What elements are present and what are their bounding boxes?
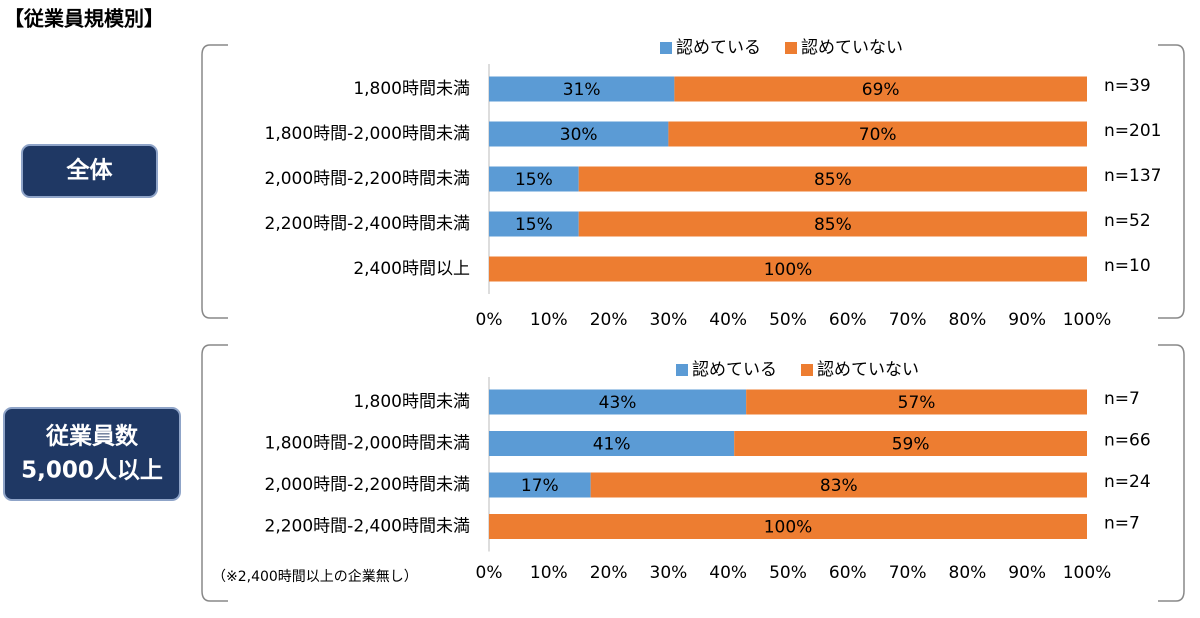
group-label: 従業員数 [45, 423, 139, 450]
bar-segment [734, 431, 1087, 456]
x-tick-label: 100% [1063, 563, 1112, 583]
bracket [201, 44, 228, 319]
category-label: 1,800時間未満 [353, 392, 470, 412]
bar-segment [668, 121, 1087, 147]
bar-segment [489, 256, 1087, 282]
category-label: 2,000時間-2,200時間未満 [265, 475, 470, 495]
bar-segment [489, 166, 579, 192]
group-label: 全体 [66, 157, 114, 184]
value-label: 15% [515, 170, 553, 190]
x-tick-label: 50% [769, 310, 807, 330]
bar-segment [578, 211, 1087, 237]
value-label: 100% [764, 260, 813, 280]
x-tick-label: 0% [476, 310, 503, 330]
x-tick-label: 100% [1063, 310, 1112, 330]
x-tick-label: 50% [769, 563, 807, 583]
x-tick-label: 20% [590, 563, 628, 583]
group-box [3, 407, 181, 501]
value-label: 57% [898, 393, 936, 413]
category-label: 2,200時間-2,400時間未満 [265, 517, 470, 537]
n-label: n=24 [1104, 472, 1151, 492]
group-label: 5,000人以上 [21, 458, 163, 484]
bar-segment [590, 472, 1087, 498]
value-label: 31% [563, 80, 601, 100]
n-label: n=10 [1104, 256, 1151, 276]
category-label: 2,400時間以上 [353, 259, 470, 279]
x-tick-label: 60% [829, 563, 867, 583]
n-label: n=52 [1104, 211, 1151, 231]
value-label: 15% [515, 215, 553, 235]
legend-label: 認めていない [817, 360, 919, 380]
x-tick-label: 70% [889, 310, 927, 330]
legend-swatch [660, 42, 672, 54]
x-tick-label: 30% [650, 310, 688, 330]
x-tick-label: 90% [1008, 563, 1046, 583]
bar-segment [489, 76, 675, 102]
x-tick-label: 10% [530, 563, 568, 583]
x-tick-label: 40% [709, 310, 747, 330]
legend-label: 認めていない [801, 38, 903, 58]
value-label: 30% [560, 125, 598, 145]
note: （※2,400時間以上の企業無し） [212, 568, 418, 585]
legend-swatch [785, 42, 797, 54]
legend-swatch [676, 364, 688, 376]
category-label: 2,200時間-2,400時間未満 [265, 214, 470, 234]
n-label: n=201 [1104, 121, 1161, 141]
bracket [1158, 44, 1185, 319]
bar-segment [489, 121, 669, 147]
bracket [1158, 344, 1185, 602]
category-label: 1,800時間未満 [353, 79, 470, 99]
value-label: 69% [862, 80, 900, 100]
value-label: 85% [814, 215, 852, 235]
value-label: 70% [859, 125, 897, 145]
group-box [21, 144, 158, 198]
bar-segment [746, 389, 1087, 415]
x-tick-label: 70% [889, 563, 927, 583]
value-label: 41% [593, 435, 631, 455]
x-tick-label: 40% [709, 563, 747, 583]
x-tick-label: 30% [650, 563, 688, 583]
value-label: 100% [764, 518, 813, 538]
n-label: n=137 [1104, 166, 1161, 186]
x-tick-label: 10% [530, 310, 568, 330]
x-tick-label: 80% [949, 563, 987, 583]
value-label: 85% [814, 170, 852, 190]
legend-swatch [801, 364, 813, 376]
x-tick-label: 20% [590, 310, 628, 330]
legend-label: 認めている [692, 360, 777, 380]
legend-label: 認めている [676, 38, 761, 58]
value-label: 59% [892, 435, 930, 455]
n-label: n=7 [1104, 514, 1140, 534]
category-label: 2,000時間-2,200時間未満 [265, 169, 470, 189]
bar-segment [489, 472, 591, 498]
category-label: 1,800時間-2,000時間未満 [265, 124, 470, 144]
bar-segment [578, 166, 1087, 192]
category-label: 1,800時間-2,000時間未満 [265, 434, 470, 454]
bar-segment [489, 389, 747, 415]
value-label: 17% [521, 476, 559, 496]
x-tick-label: 90% [1008, 310, 1046, 330]
n-label: n=39 [1104, 76, 1151, 96]
page-title: 【従業員規模別】 [4, 7, 164, 31]
bar-segment [489, 431, 735, 456]
n-label: n=66 [1104, 431, 1151, 451]
bracket [201, 344, 228, 602]
n-label: n=7 [1104, 389, 1140, 409]
value-label: 43% [599, 393, 637, 413]
bar-segment [489, 211, 579, 237]
x-tick-label: 0% [476, 563, 503, 583]
bar-segment [489, 514, 1087, 539]
value-label: 83% [820, 476, 858, 496]
x-tick-label: 60% [829, 310, 867, 330]
x-tick-label: 80% [949, 310, 987, 330]
bar-segment [674, 76, 1087, 102]
